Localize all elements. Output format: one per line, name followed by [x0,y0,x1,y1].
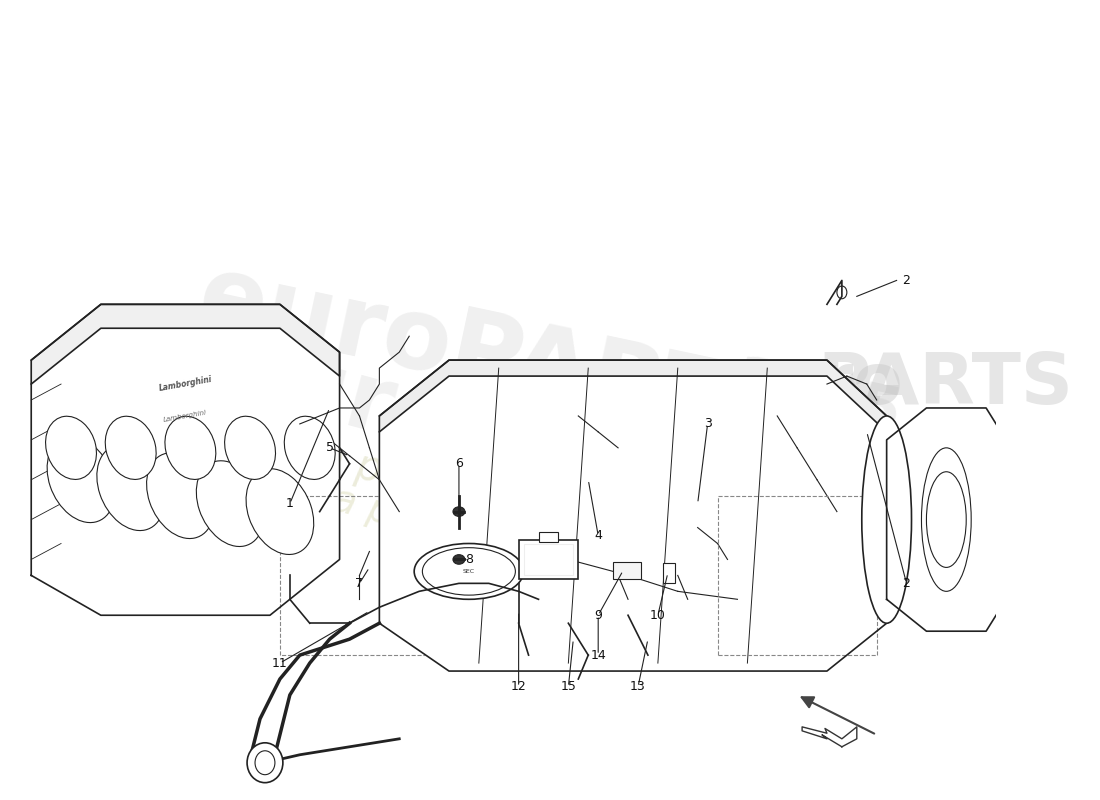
Ellipse shape [415,543,524,599]
Text: 8: 8 [465,553,473,566]
Text: 11: 11 [272,657,288,670]
Ellipse shape [45,416,97,479]
Text: 3: 3 [704,418,712,430]
Polygon shape [379,360,887,671]
Text: 10: 10 [650,609,666,622]
Ellipse shape [926,472,966,567]
Text: 2: 2 [903,274,911,287]
Text: 7: 7 [355,577,363,590]
Ellipse shape [248,743,283,782]
Ellipse shape [224,416,275,479]
Ellipse shape [47,437,114,522]
Text: 14: 14 [591,649,606,662]
Text: 1: 1 [286,497,294,510]
Text: 1995: 1995 [728,354,906,446]
Polygon shape [379,360,887,432]
Text: 15: 15 [560,681,576,694]
Polygon shape [802,727,857,746]
Ellipse shape [106,416,156,479]
Ellipse shape [453,507,465,516]
Polygon shape [31,304,340,384]
Text: 4: 4 [594,529,602,542]
FancyBboxPatch shape [524,543,573,575]
Text: euro: euro [717,350,903,418]
Ellipse shape [837,286,847,298]
Ellipse shape [453,554,465,564]
Ellipse shape [196,461,264,546]
Ellipse shape [146,453,214,538]
Text: PARTS: PARTS [817,350,1072,418]
Ellipse shape [422,548,516,595]
Text: 9: 9 [594,609,602,622]
Text: 12: 12 [510,681,527,694]
Text: Lamborghini: Lamborghini [158,375,212,393]
Text: Lamborghini: Lamborghini [163,409,208,422]
Polygon shape [31,304,340,615]
FancyBboxPatch shape [518,539,579,579]
Text: a passion for cars: a passion for cars [328,481,670,606]
Text: 2: 2 [903,577,911,590]
Text: euroPARTS: euroPARTS [190,249,807,471]
Polygon shape [887,408,1006,631]
FancyBboxPatch shape [663,563,674,583]
Text: a passion for cars: a passion for cars [315,437,683,554]
Text: euroPARTS: euroPARTS [208,321,790,559]
Text: 6: 6 [455,458,463,470]
Ellipse shape [284,416,336,479]
Text: SEC: SEC [463,569,475,574]
Text: 13: 13 [630,681,646,694]
Text: 5: 5 [326,442,333,454]
Ellipse shape [255,750,275,774]
FancyBboxPatch shape [613,562,641,579]
Ellipse shape [97,445,165,530]
Ellipse shape [922,448,971,591]
Ellipse shape [861,416,912,623]
Ellipse shape [246,469,314,554]
Ellipse shape [165,416,216,479]
FancyBboxPatch shape [539,532,559,542]
